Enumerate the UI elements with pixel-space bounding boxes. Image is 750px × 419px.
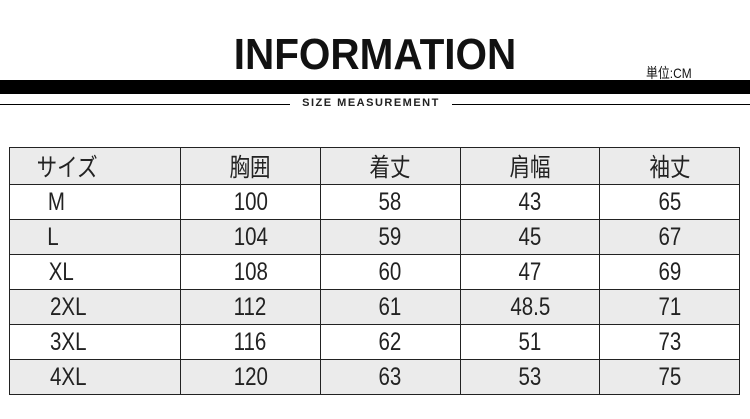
table-cell: 61 bbox=[319, 289, 461, 325]
cell-text: 108 bbox=[233, 257, 268, 286]
cell-text: 65 bbox=[658, 187, 682, 216]
cell-text: XL bbox=[48, 257, 74, 286]
table-cell: 47 bbox=[459, 254, 601, 290]
cell-text: 60 bbox=[378, 257, 402, 286]
table-row: 3XL 116 62 51 73 bbox=[9, 324, 740, 360]
unit-label: 単位:CM bbox=[646, 65, 692, 81]
cell-text: 112 bbox=[234, 292, 267, 321]
column-header: 袖丈 bbox=[599, 147, 740, 185]
table-cell: 2XL bbox=[9, 289, 181, 325]
cell-text: 45 bbox=[518, 222, 542, 251]
cell-text: 104 bbox=[233, 222, 268, 251]
table-row: XL 108 60 47 69 bbox=[9, 254, 740, 290]
divider-bar bbox=[0, 80, 750, 94]
table-cell: 120 bbox=[180, 359, 321, 395]
table-row: 4XL 120 63 53 75 bbox=[9, 359, 740, 395]
size-table: サイズ 胸囲 着丈 肩幅 袖丈 M 100 58 43 65 L 104 59 45 67 XL 108 60 47… bbox=[9, 147, 740, 395]
table-header-row: サイズ 胸囲 着丈 肩幅 袖丈 bbox=[9, 147, 740, 185]
cell-text: 4XL bbox=[50, 362, 87, 391]
table-cell: 4XL bbox=[9, 359, 181, 395]
cell-text: 53 bbox=[518, 362, 542, 391]
table-row: M 100 58 43 65 bbox=[9, 184, 740, 220]
cell-text: M bbox=[47, 187, 65, 216]
table-cell: 108 bbox=[180, 254, 321, 290]
cell-text: 62 bbox=[378, 327, 402, 356]
table-cell: 48.5 bbox=[459, 289, 601, 325]
cell-text: 116 bbox=[234, 327, 267, 356]
table-cell: 63 bbox=[319, 359, 461, 395]
cell-text: 43 bbox=[518, 187, 542, 216]
table-row: 2XL 112 61 48.5 71 bbox=[9, 289, 740, 325]
table-cell: 100 bbox=[180, 184, 321, 220]
cell-text: 47 bbox=[518, 257, 542, 286]
table-cell: 59 bbox=[319, 219, 461, 255]
table-cell: 45 bbox=[459, 219, 601, 255]
page-title: INFORMATION bbox=[233, 30, 517, 79]
cell-text: 71 bbox=[658, 292, 682, 321]
table-cell: 71 bbox=[599, 289, 740, 325]
table-cell: 73 bbox=[599, 324, 740, 360]
cell-text: 肩幅 bbox=[509, 154, 551, 182]
divider-line-right bbox=[448, 104, 750, 105]
table-cell: 53 bbox=[459, 359, 601, 395]
cell-text: 胸囲 bbox=[229, 154, 271, 182]
table-cell: 104 bbox=[180, 219, 321, 255]
table-cell: 112 bbox=[180, 289, 321, 325]
cell-text: 袖丈 bbox=[649, 154, 691, 182]
cell-text: L bbox=[47, 222, 59, 251]
cell-text: 58 bbox=[378, 187, 402, 216]
table-cell: 51 bbox=[459, 324, 601, 360]
table-cell: 58 bbox=[319, 184, 461, 220]
column-header: 肩幅 bbox=[459, 147, 601, 185]
table-cell: 3XL bbox=[9, 324, 181, 360]
column-header: 胸囲 bbox=[180, 147, 321, 185]
cell-text: 3XL bbox=[50, 327, 87, 356]
cell-text: 59 bbox=[378, 222, 402, 251]
table-cell: 67 bbox=[599, 219, 740, 255]
table-cell: 62 bbox=[319, 324, 461, 360]
divider-line-left bbox=[0, 104, 295, 105]
table-cell: 116 bbox=[180, 324, 321, 360]
table-cell: 75 bbox=[599, 359, 740, 395]
cell-text: 73 bbox=[658, 327, 682, 356]
cell-text: 100 bbox=[233, 187, 268, 216]
column-header: 着丈 bbox=[319, 147, 461, 185]
table-cell: 43 bbox=[459, 184, 601, 220]
cell-text: 63 bbox=[378, 362, 402, 391]
cell-text: 69 bbox=[658, 257, 682, 286]
table-cell: M bbox=[9, 184, 181, 220]
cell-text: 48.5 bbox=[509, 292, 550, 321]
table-cell: 69 bbox=[599, 254, 740, 290]
table-row: L 104 59 45 67 bbox=[9, 219, 740, 255]
cell-text: サイズ bbox=[36, 154, 98, 182]
cell-text: 120 bbox=[233, 362, 268, 391]
cell-text: 67 bbox=[658, 222, 682, 251]
table-cell: 60 bbox=[319, 254, 461, 290]
column-header: サイズ bbox=[9, 147, 181, 185]
cell-text: 2XL bbox=[50, 292, 87, 321]
cell-text: 51 bbox=[518, 327, 542, 356]
cell-text: 61 bbox=[378, 292, 402, 321]
section-subtitle: SIZE MEASUREMENT bbox=[290, 97, 452, 109]
table-cell: 65 bbox=[599, 184, 740, 220]
cell-text: 75 bbox=[658, 362, 682, 391]
cell-text: 着丈 bbox=[369, 154, 411, 182]
table-cell: XL bbox=[9, 254, 181, 290]
table-cell: L bbox=[9, 219, 181, 255]
